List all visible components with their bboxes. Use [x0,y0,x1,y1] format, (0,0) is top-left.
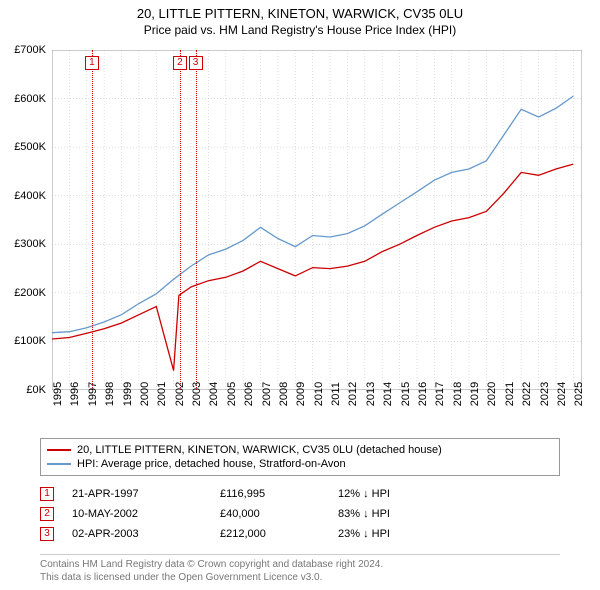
x-tick-label: 2002 [174,382,186,406]
sale-pct: 23% ↓ HPI [338,528,458,540]
sale-row: 1 21-APR-1997 £116,995 12% ↓ HPI [40,484,560,504]
x-tick-label: 2017 [434,382,446,406]
x-tick-label: 2006 [243,382,255,406]
x-tick-label: 2013 [365,382,377,406]
y-tick-label: £0K [26,384,46,396]
sale-price: £40,000 [220,508,320,520]
legend-item: HPI: Average price, detached house, Stra… [47,457,553,471]
x-tick-label: 2022 [521,382,533,406]
x-tick-label: 1995 [52,382,64,406]
x-tick-label: 2004 [208,382,220,406]
x-tick-label: 2009 [295,382,307,406]
footer-attribution: Contains HM Land Registry data © Crown c… [40,554,560,584]
x-tick-label: 2018 [452,382,464,406]
x-tick-label: 2020 [486,382,498,406]
x-tick-label: 2025 [573,382,585,406]
x-tick-label: 2014 [382,382,394,406]
x-tick-label: 2012 [347,382,359,406]
sale-price: £212,000 [220,528,320,540]
footer-line: Contains HM Land Registry data © Crown c… [40,558,560,571]
x-tick-label: 2011 [330,382,342,406]
legend-label: HPI: Average price, detached house, Stra… [77,458,346,470]
sale-marker-box: 2 [173,56,187,70]
x-tick-label: 1999 [122,382,134,406]
x-tick-label: 1998 [104,382,116,406]
chart-title: 20, LITTLE PITTERN, KINETON, WARWICK, CV… [0,6,600,21]
chart-subtitle: Price paid vs. HM Land Registry's House … [0,23,600,37]
y-tick-label: £100K [14,335,46,347]
sale-marker-box: 1 [85,56,99,70]
sale-date: 10-MAY-2002 [72,508,202,520]
sales-table: 1 21-APR-1997 £116,995 12% ↓ HPI 2 10-MA… [40,484,560,544]
y-tick-label: £700K [14,44,46,56]
legend-swatch [47,449,71,451]
chart-container: 20, LITTLE PITTERN, KINETON, WARWICK, CV… [0,0,600,590]
x-tick-label: 2019 [469,382,481,406]
sale-date: 02-APR-2003 [72,528,202,540]
sale-pct: 12% ↓ HPI [338,488,458,500]
sale-marker-box: 3 [189,56,203,70]
x-tick-label: 1997 [87,382,99,406]
sale-row: 3 02-APR-2003 £212,000 23% ↓ HPI [40,524,560,544]
y-tick-label: £600K [14,93,46,105]
title-block: 20, LITTLE PITTERN, KINETON, WARWICK, CV… [0,0,600,37]
x-tick-label: 2010 [313,382,325,406]
sale-marker-icon: 3 [40,527,54,541]
y-tick-label: £200K [14,287,46,299]
sale-date: 21-APR-1997 [72,488,202,500]
sale-marker-line [196,50,197,390]
y-tick-label: £300K [14,238,46,250]
x-tick-label: 2008 [278,382,290,406]
sale-marker-icon: 2 [40,507,54,521]
sale-marker-line [180,50,181,390]
sale-price: £116,995 [220,488,320,500]
x-tick-label: 2023 [539,382,551,406]
sale-row: 2 10-MAY-2002 £40,000 83% ↓ HPI [40,504,560,524]
footer-line: This data is licensed under the Open Gov… [40,571,560,584]
legend-swatch [47,463,71,465]
x-tick-label: 2021 [504,382,516,406]
y-tick-label: £500K [14,141,46,153]
x-tick-label: 2015 [400,382,412,406]
x-tick-label: 2024 [556,382,568,406]
x-tick-label: 2005 [226,382,238,406]
sale-pct: 83% ↓ HPI [338,508,458,520]
y-tick-label: £400K [14,190,46,202]
x-tick-label: 2007 [261,382,273,406]
legend-item: 20, LITTLE PITTERN, KINETON, WARWICK, CV… [47,443,553,457]
chart-plot-area: 123 £0K£100K£200K£300K£400K£500K£600K£70… [52,50,582,390]
x-tick-label: 2003 [191,382,203,406]
x-tick-label: 2000 [139,382,151,406]
legend-label: 20, LITTLE PITTERN, KINETON, WARWICK, CV… [77,444,442,456]
legend-box: 20, LITTLE PITTERN, KINETON, WARWICK, CV… [40,438,560,476]
x-tick-label: 2001 [156,382,168,406]
sale-marker-icon: 1 [40,487,54,501]
sale-marker-line [92,50,93,390]
x-tick-label: 2016 [417,382,429,406]
chart-svg [52,50,582,390]
x-tick-label: 1996 [69,382,81,406]
